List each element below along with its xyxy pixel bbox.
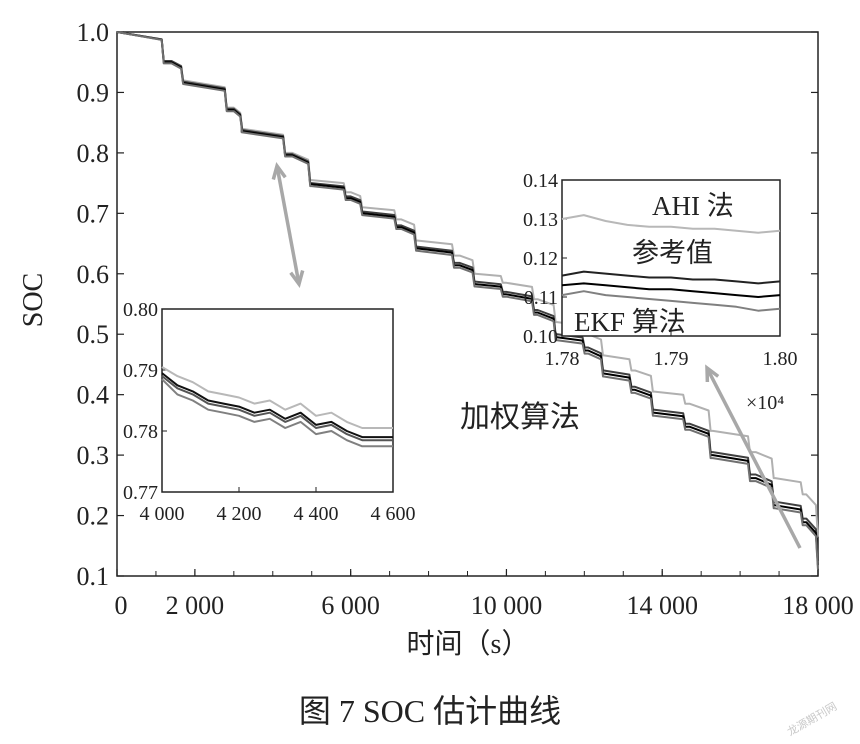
x-tick-label: 18 000 — [782, 591, 854, 620]
inset-x-tick-label: 4 400 — [294, 503, 339, 525]
inset-y-tick-label: 0.13 — [523, 209, 558, 231]
inset-series-line — [561, 270, 781, 285]
annotation-weighted: 加权算法 — [460, 401, 580, 434]
x-tick-label: 14 000 — [626, 591, 698, 620]
y-tick-label: 0.9 — [77, 78, 110, 107]
inset-x-tick-label: 1.80 — [763, 348, 798, 370]
watermark: 龙源期刊网 — [785, 699, 840, 739]
y-tick-label: 0.1 — [77, 562, 110, 591]
inset-series-line — [561, 214, 781, 234]
inset-series-line — [161, 378, 393, 448]
y-tick-label: 0.3 — [77, 441, 110, 470]
y-tick-label: 0.7 — [77, 199, 110, 228]
inset-x-tick-label: 1.79 — [654, 348, 689, 370]
x-tick-label: 10 000 — [471, 591, 543, 620]
y-axis-label: SOC — [18, 273, 49, 327]
inset-x-tick-label: 1.78 — [545, 348, 580, 370]
inset-series-line — [161, 375, 393, 442]
inset-series-line — [561, 282, 781, 298]
x-tick-label: 0 — [115, 591, 128, 620]
inset-frame — [561, 179, 781, 337]
inset-y-tick-label: 0.77 — [123, 482, 158, 504]
inset-y-tick-label: 0.79 — [123, 360, 158, 382]
zoom-arrow-head — [289, 270, 305, 288]
inset-series-line — [161, 372, 393, 439]
x-tick-label: 2 000 — [166, 591, 225, 620]
annotation-ekf: EKF 算法 — [574, 307, 686, 337]
inset-y-tick-label: 0.78 — [123, 421, 158, 443]
annotation-multiplier: ×10⁴ — [746, 392, 784, 414]
inset-right: 0.10 0.11 0.12 0.13 0.14 1.78 1.79 1.80 — [523, 170, 798, 370]
zoom-arrow-line — [275, 165, 301, 285]
annotation-ahi: AHI 法 — [652, 191, 734, 221]
inset-series-line — [561, 290, 781, 312]
y-tick-label: 0.4 — [77, 381, 110, 410]
inset-y-tick-label: 0.14 — [523, 170, 558, 192]
zoom-arrow-head — [705, 364, 720, 383]
inset-frame — [161, 308, 394, 493]
soc-series-line — [116, 31, 819, 570]
inset-x-tick-label: 4 200 — [217, 503, 262, 525]
figure-caption: 图 7 SOC 估计曲线 — [299, 693, 561, 729]
y-tick-label: 1.0 — [77, 18, 110, 47]
inset-y-tick-label: 0.80 — [123, 299, 158, 321]
y-tick-label: 0.6 — [77, 260, 110, 289]
x-axis-label: 时间（s） — [407, 628, 530, 660]
inset-x-tick-label: 4 600 — [371, 503, 416, 525]
inset-y-tick-label: 0.12 — [523, 248, 558, 270]
y-tick-label: 0.5 — [77, 320, 110, 349]
soc-series-line — [116, 31, 819, 538]
zoom-arrow-line — [705, 367, 802, 549]
inset-y-tick-label: 0.10 — [523, 326, 558, 348]
zoom-arrows — [271, 162, 802, 549]
inset-left: 0.77 0.78 0.79 0.80 4 000 4 200 4 400 4 600 — [123, 299, 416, 525]
x-tick-label: 6 000 — [321, 591, 380, 620]
y-tick-label: 0.2 — [77, 502, 110, 531]
inset-series-line — [161, 366, 393, 429]
annotation-reference: 参考值 — [632, 238, 713, 268]
y-tick-label: 0.8 — [77, 139, 110, 168]
zoom-arrow-head — [271, 162, 287, 180]
main-plot: 0.1 0.2 0.3 0.4 0.5 0.6 0.7 0.8 0.9 1.0 0 2 000 6 00… — [77, 18, 854, 620]
inset-x-tick-label: 4 000 — [140, 503, 185, 525]
inset-y-tick-label: 0.11 — [524, 287, 558, 309]
